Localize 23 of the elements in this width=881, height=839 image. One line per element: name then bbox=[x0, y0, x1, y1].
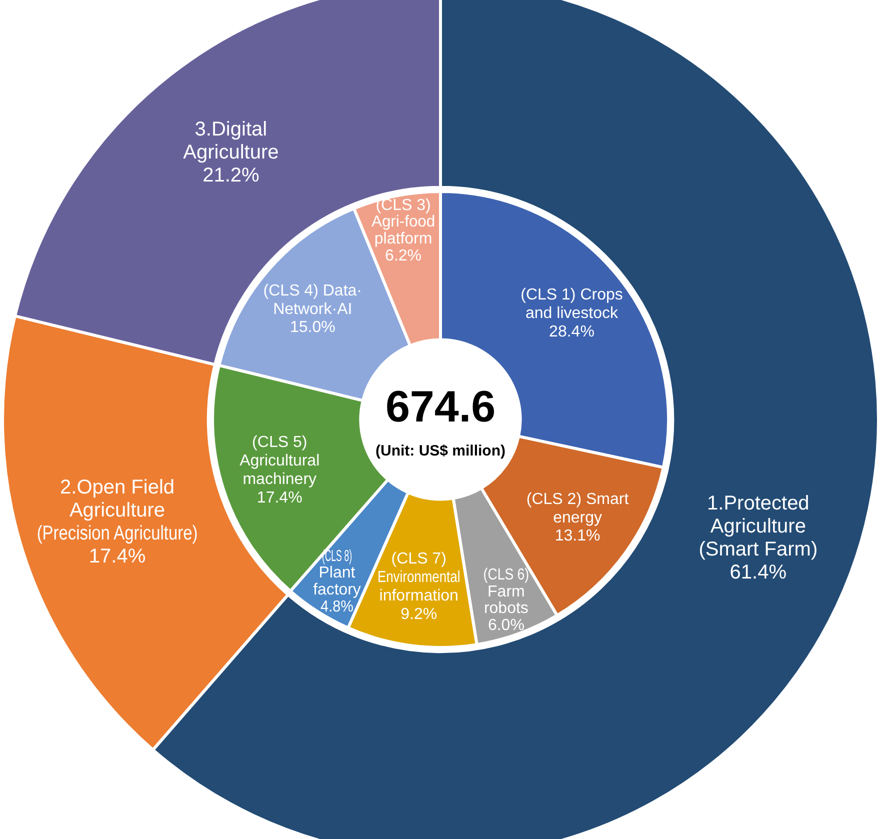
slice-label: 1.Protected Agriculture (Smart Farm) bbox=[698, 492, 818, 560]
text: (Unit: US$ million) bbox=[376, 442, 506, 460]
slice-label: (CLS 6) Farm robots bbox=[483, 566, 530, 618]
data-label: 4.8% bbox=[320, 598, 354, 616]
data-label: 28.4% bbox=[549, 323, 594, 340]
slice-label: (CLS 3) Agri-food platform bbox=[371, 196, 436, 248]
slice-label: 3.Digital Agriculture bbox=[183, 118, 279, 164]
slice-label: (CLS 2) Smart energy bbox=[526, 490, 630, 526]
slice-label: (CLS 5) Agricultural machinery bbox=[240, 434, 320, 488]
text: 674.6 bbox=[385, 382, 496, 432]
slice-label: (CLS 1) Crops and livestock bbox=[520, 286, 623, 322]
data-label: 6.2% bbox=[385, 247, 422, 264]
data-label: 13.1% bbox=[554, 528, 600, 545]
data-label: 21.2% bbox=[202, 164, 260, 186]
data-label: 15.0% bbox=[290, 319, 336, 336]
slice-label: (CLS 4) Data· Network·AI bbox=[263, 282, 362, 318]
slice-label: (CLS 7) Environmental information bbox=[377, 550, 460, 604]
data-label: 17.4% bbox=[88, 545, 146, 568]
data-label: 17.4% bbox=[256, 489, 302, 506]
data-label: 6.0% bbox=[488, 616, 524, 634]
data-label: 9.2% bbox=[400, 606, 438, 623]
data-label: 61.4% bbox=[730, 561, 787, 584]
slice-label: 2.Open Field Agriculture (Precision Agriculture) bbox=[36, 476, 198, 544]
